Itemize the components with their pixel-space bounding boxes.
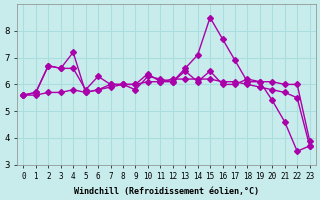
X-axis label: Windchill (Refroidissement éolien,°C): Windchill (Refroidissement éolien,°C) xyxy=(74,187,259,196)
